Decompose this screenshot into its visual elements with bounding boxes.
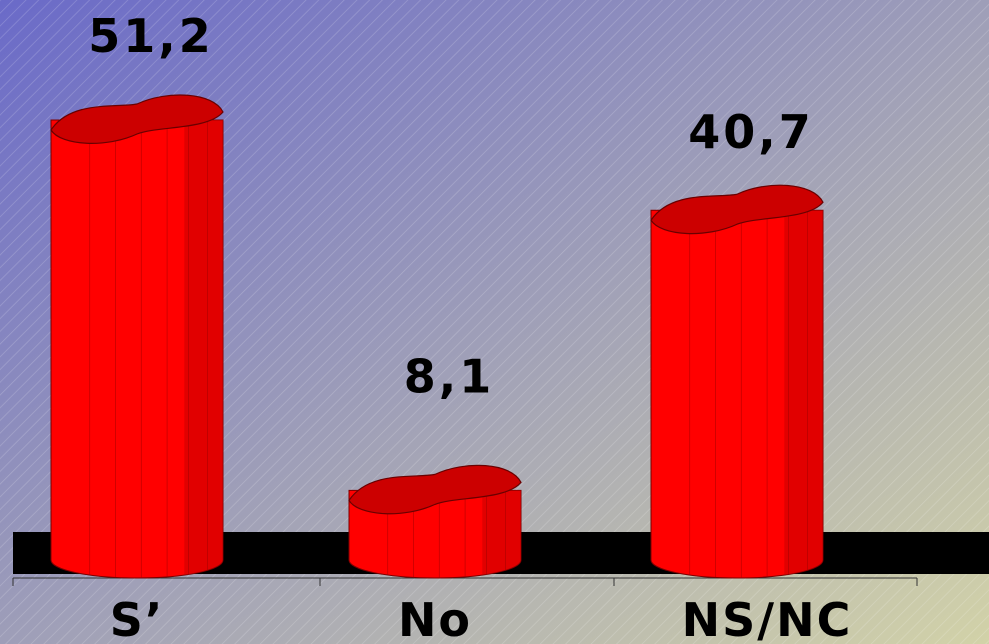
- bar-top: [50, 94, 224, 144]
- category-label: S’: [110, 593, 165, 644]
- bar: [650, 184, 824, 579]
- x-axis: [12, 577, 918, 586]
- bar-body: [650, 209, 824, 579]
- bar: [348, 464, 522, 579]
- bar-top: [650, 184, 824, 235]
- data-label: 40,7: [688, 105, 814, 159]
- bar-shade: [784, 210, 823, 575]
- category-label: NS/NC: [682, 593, 853, 644]
- bar-body: [50, 119, 224, 579]
- category-label: No: [398, 593, 472, 644]
- bar-top: [348, 464, 522, 515]
- category-labels: S’ No NS/NC: [110, 593, 853, 644]
- bar-series: [50, 94, 824, 579]
- data-label: 51,2: [88, 9, 214, 63]
- bar-shade: [184, 120, 223, 575]
- bar-shade: [482, 490, 521, 575]
- bar: [50, 94, 224, 579]
- data-label: 8,1: [404, 349, 495, 403]
- data-labels: 51,2 8,1 40,7: [88, 9, 814, 403]
